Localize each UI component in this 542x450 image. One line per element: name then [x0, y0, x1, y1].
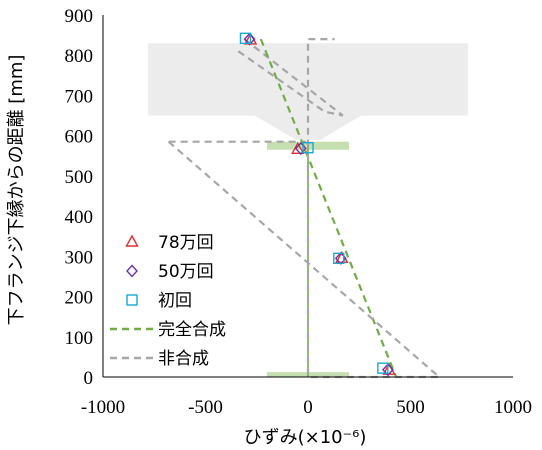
y-axis-title: 下フランジ下縁からの距離 [mm]: [6, 55, 27, 326]
legend-label-1: 50万回: [158, 262, 214, 282]
legend-label-0: 78万回: [158, 233, 214, 253]
data-point-s2-3: [377, 362, 389, 374]
y-tick-label-7: 700: [65, 86, 94, 107]
y-tick-label-9: 900: [65, 6, 94, 27]
background-shape-0: [148, 43, 468, 116]
legend-label-4: 非合成: [158, 349, 209, 369]
y-tick-label-8: 800: [65, 46, 94, 67]
legend-marker-2: [126, 294, 138, 306]
y-tick-label-1: 100: [65, 328, 94, 349]
y-tick-label-3: 300: [65, 247, 94, 268]
data-point-s2-0: [239, 32, 252, 45]
legend-marker-1: [126, 264, 138, 278]
x-tick-label-3: 500: [396, 397, 425, 418]
data-point-s1-0: [243, 32, 256, 46]
y-tick-label-0: 0: [84, 368, 94, 389]
y-tick-label-4: 400: [65, 207, 94, 228]
x-tick-label-4: 1000: [494, 397, 532, 418]
x-axis-title: ひずみ(×10⁻⁶): [244, 427, 367, 448]
legend-marker-0: [125, 234, 139, 247]
y-tick-label-6: 600: [65, 127, 94, 148]
data-point-s2-2: [333, 252, 345, 265]
plot-area: [167, 32, 443, 379]
y-tick-label-2: 200: [65, 288, 94, 309]
data-point-s1-3: [382, 363, 394, 377]
reference-line-0: [243, 38, 344, 117]
legend-label-2: 初回: [158, 291, 192, 311]
x-tick-label-2: 0: [303, 397, 313, 418]
axes: [102, 15, 513, 378]
data-point-s2-1: [302, 142, 314, 154]
x-tick-label-1: -500: [188, 397, 223, 418]
tick-labels: -1000 -500 0 500 1000 0 100 200 300 400 500 600 700 8…: [65, 6, 533, 418]
data-point-s0-1: [291, 141, 305, 155]
y-tick-label-5: 500: [65, 167, 94, 188]
data-point-s1-1: [294, 141, 307, 156]
background-shape-1: [254, 115, 362, 140]
series-line-3: [259, 38, 398, 378]
x-tick-label-0: -1000: [81, 397, 125, 418]
legend-label-3: 完全合成: [158, 320, 226, 340]
